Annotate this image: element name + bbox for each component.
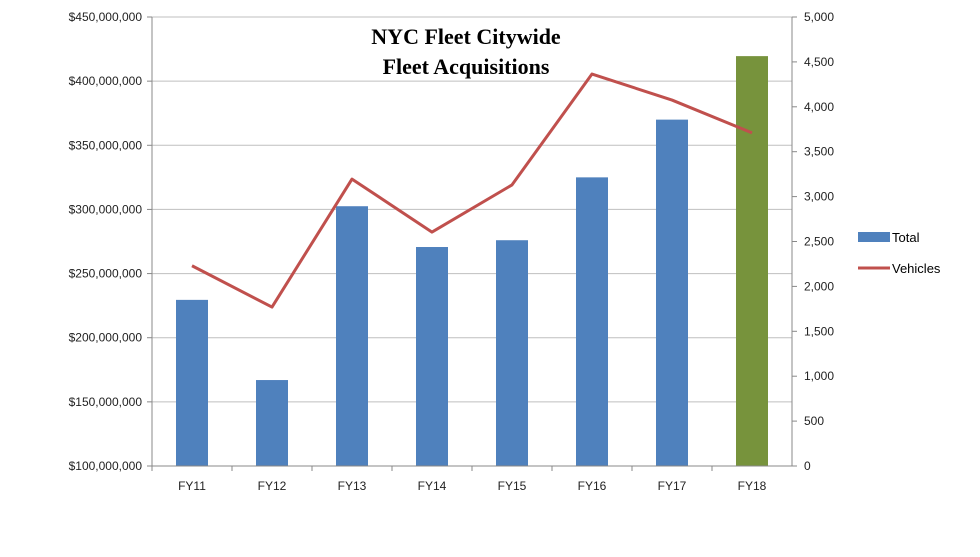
right-tick-label: 3,000 [804, 190, 834, 204]
right-tick-label: 0 [804, 459, 811, 473]
left-tick-label: $150,000,000 [69, 395, 143, 409]
bar-fy18 [736, 56, 768, 466]
left-tick-label: $100,000,000 [69, 459, 143, 473]
legend-swatch-total [858, 232, 890, 242]
bar-fy13 [336, 206, 368, 466]
right-tick-label: 4,500 [804, 55, 834, 69]
x-tick-label: FY14 [418, 479, 447, 493]
bar-fy16 [576, 177, 608, 466]
bar-fy12 [256, 380, 288, 466]
x-tick-label: FY15 [498, 479, 527, 493]
right-tick-label: 2,000 [804, 279, 834, 293]
x-tick-label: FY13 [338, 479, 367, 493]
left-tick-label: $350,000,000 [69, 138, 143, 152]
x-tick-label: FY16 [578, 479, 607, 493]
chart-title-line1: NYC Fleet Citywide [371, 24, 561, 49]
bar-fy14 [416, 247, 448, 466]
left-tick-label: $300,000,000 [69, 202, 143, 216]
right-tick-label: 1,000 [804, 369, 834, 383]
right-tick-label: 500 [804, 414, 824, 428]
left-tick-label: $450,000,000 [69, 10, 143, 24]
legend-label-total: Total [892, 230, 920, 245]
bar-fy15 [496, 240, 528, 466]
left-tick-label: $200,000,000 [69, 331, 143, 345]
right-tick-label: 5,000 [804, 10, 834, 24]
x-tick-label: FY11 [178, 479, 206, 493]
right-tick-label: 2,500 [804, 235, 834, 249]
legend-label-vehicles: Vehicles [892, 261, 941, 276]
right-tick-label: 1,500 [804, 324, 834, 338]
x-tick-label: FY17 [658, 479, 687, 493]
legend: Total Vehicles [858, 230, 941, 276]
left-tick-label: $400,000,000 [69, 74, 143, 88]
x-tick-label: FY18 [738, 479, 767, 493]
chart-title-line2: Fleet Acquisitions [383, 54, 550, 79]
bar-fy11 [176, 300, 208, 466]
right-tick-label: 3,500 [804, 145, 834, 159]
bar-fy17 [656, 120, 688, 466]
left-tick-label: $250,000,000 [69, 267, 143, 281]
x-tick-label: FY12 [258, 479, 287, 493]
right-tick-label: 4,000 [804, 100, 834, 114]
